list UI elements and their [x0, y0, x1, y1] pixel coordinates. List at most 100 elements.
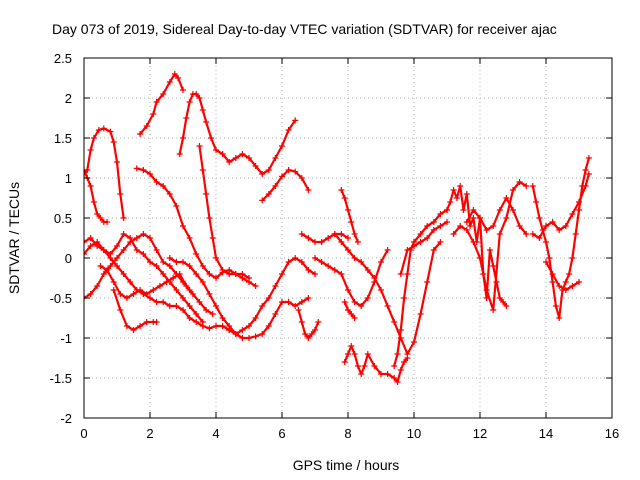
data-point-marker — [137, 287, 144, 293]
data-point-marker — [199, 107, 206, 113]
data-point-marker — [186, 235, 193, 241]
data-point-marker — [516, 223, 523, 229]
data-point-marker — [305, 335, 312, 341]
data-point-marker — [549, 219, 556, 225]
data-point-marker — [345, 207, 351, 213]
data-point-marker — [341, 195, 348, 201]
x-tick-label: 4 — [212, 426, 219, 441]
data-point-marker — [460, 207, 467, 213]
y-tick-label: -1 — [60, 331, 72, 346]
data-point-marker — [312, 271, 318, 277]
data-point-marker — [345, 307, 351, 313]
data-point-marker — [351, 299, 358, 305]
series-s21 — [341, 299, 358, 321]
data-point-marker — [133, 247, 140, 253]
data-point-marker — [219, 267, 226, 273]
data-point-marker — [490, 307, 497, 313]
data-point-marker — [272, 183, 279, 189]
data-point-marker — [384, 371, 391, 377]
data-point-marker — [272, 283, 279, 289]
data-point-marker — [348, 219, 355, 225]
data-point-marker — [259, 171, 266, 177]
series-line — [228, 256, 317, 336]
data-point-marker — [546, 255, 553, 261]
data-point-marker — [153, 247, 160, 253]
data-point-marker — [331, 231, 338, 237]
data-point-marker — [94, 283, 101, 289]
data-point-marker — [160, 183, 167, 189]
data-point-marker — [523, 231, 530, 237]
data-point-marker — [496, 231, 503, 237]
series-s13 — [166, 255, 312, 341]
series-line — [84, 127, 125, 220]
data-point-marker — [486, 247, 493, 253]
data-point-marker — [549, 279, 556, 285]
data-point-marker — [127, 239, 134, 245]
data-point-marker — [107, 251, 114, 257]
data-point-marker — [533, 199, 540, 205]
series-line — [531, 172, 590, 240]
data-point-marker — [585, 155, 592, 161]
data-point-marker — [246, 275, 252, 281]
data-point-marker — [206, 271, 213, 277]
data-point-marker — [272, 155, 279, 161]
data-point-marker — [246, 155, 252, 161]
data-point-marker — [137, 131, 144, 137]
data-point-marker — [175, 75, 182, 81]
series-s18 — [338, 187, 361, 245]
data-point-marker — [130, 327, 137, 333]
data-point-marker — [176, 151, 183, 157]
data-point-marker — [549, 271, 556, 277]
x-tick-label: 14 — [539, 426, 553, 441]
data-point-marker — [566, 271, 573, 277]
data-point-marker — [417, 231, 424, 237]
data-point-marker — [232, 271, 239, 277]
chart-title: Day 073 of 2019, Sidereal Day-to-day VTE… — [52, 21, 557, 37]
data-point-marker — [354, 363, 361, 369]
series-s26 — [463, 195, 530, 237]
data-point-marker — [199, 263, 206, 269]
series-line — [261, 168, 310, 202]
data-point-marker — [536, 235, 543, 241]
data-point-marker — [272, 311, 279, 317]
data-point-marker — [107, 263, 114, 269]
data-point-marker — [110, 279, 117, 285]
x-tick-label: 10 — [407, 426, 421, 441]
series-line — [135, 167, 257, 288]
series-s4 — [176, 91, 299, 177]
series-s12 — [110, 287, 160, 333]
data-point-marker — [424, 279, 431, 285]
data-point-marker — [447, 199, 454, 205]
data-point-marker — [104, 219, 111, 225]
data-point-marker — [496, 207, 503, 213]
data-point-marker — [437, 223, 444, 229]
data-point-marker — [503, 215, 510, 221]
data-point-marker — [252, 333, 259, 340]
data-point-marker — [552, 303, 559, 309]
series-s8 — [84, 239, 233, 333]
data-point-marker — [127, 279, 134, 285]
x-tick-label: 2 — [146, 426, 153, 441]
y-tick-label: 1.5 — [54, 131, 72, 146]
data-point-marker — [470, 215, 477, 221]
data-point-marker — [371, 363, 378, 369]
data-point-marker — [153, 179, 160, 185]
data-point-marker — [394, 379, 401, 385]
y-tick-label: 1 — [65, 171, 72, 186]
data-point-marker — [160, 91, 167, 97]
data-point-marker — [193, 271, 200, 277]
data-point-marker — [186, 263, 193, 269]
data-point-marker — [569, 283, 576, 289]
data-point-marker — [424, 223, 431, 229]
series-line — [84, 240, 231, 332]
data-point-marker — [206, 291, 213, 297]
data-point-marker — [84, 239, 87, 245]
series-s29 — [543, 259, 582, 293]
data-point-marker — [239, 151, 246, 157]
data-point-marker — [503, 195, 510, 201]
data-point-marker — [279, 143, 285, 149]
data-point-marker — [246, 323, 252, 329]
data-point-marker — [470, 239, 477, 245]
series-line — [452, 180, 528, 312]
data-point-marker — [305, 295, 312, 301]
